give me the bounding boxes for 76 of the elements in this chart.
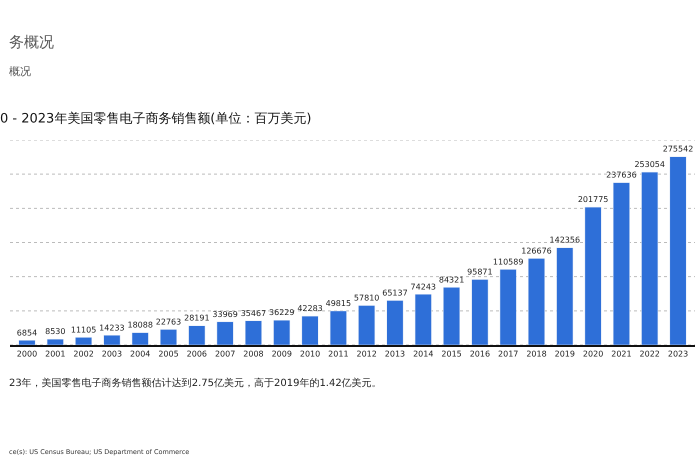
x-tick-label: 2022 — [640, 350, 660, 359]
bar — [132, 332, 149, 345]
data-label: 57810 — [354, 294, 380, 302]
x-tick-label: 2010 — [300, 350, 320, 359]
data-label: 74243 — [410, 282, 436, 292]
bar — [670, 156, 686, 345]
x-tick-label: 2005 — [158, 350, 179, 359]
x-tick-label: 2017 — [498, 350, 518, 359]
bar — [216, 322, 234, 345]
bar — [556, 247, 574, 345]
bar — [386, 300, 404, 345]
bar — [188, 325, 206, 345]
x-tick-label: 2004 — [130, 350, 150, 359]
data-label: 142356 — [550, 236, 580, 245]
data-label: 36229 — [269, 308, 294, 318]
x-tick-label: 2012 — [356, 350, 377, 359]
x-tick-label: 2001 — [45, 350, 66, 359]
data-label: 33969 — [212, 310, 238, 319]
x-tick-label: 2006 — [186, 350, 207, 359]
data-label: 28191 — [184, 314, 210, 323]
chart-title: 0 - 2023年美国零售电子商务销售额(单位：百万美元) — [0, 110, 312, 127]
bar — [443, 287, 460, 345]
bar — [414, 294, 432, 345]
x-tick-label: 2018 — [526, 350, 547, 359]
bar — [358, 305, 376, 345]
bar — [528, 258, 545, 345]
bar — [330, 310, 347, 345]
x-tick-label: 2000 — [16, 350, 38, 359]
text: 23年，美国零售电子商务销售额估计达到2.75亿美元，高于2019年的1.42亿美元。 — [9, 377, 382, 389]
data-label: 8530 — [45, 327, 66, 336]
data-label: 126676 — [521, 246, 552, 256]
bar — [500, 269, 517, 345]
x-tick-label: 2023 — [668, 350, 688, 359]
x-tick-label: 2021 — [611, 350, 632, 359]
x-tick-label: 2014 — [413, 350, 434, 359]
data-label: 6854 — [16, 328, 38, 338]
data-label: 201775 — [578, 195, 608, 204]
bar — [641, 172, 658, 345]
bar — [584, 206, 602, 345]
data-label: 42283 — [297, 304, 323, 314]
data-label: 95871 — [467, 267, 493, 276]
data-label: 35467 — [240, 308, 266, 318]
x-tick-label: 2008 — [243, 350, 264, 359]
x-tick-label: 2020 — [582, 350, 604, 359]
bar — [75, 337, 92, 345]
bar — [612, 182, 630, 345]
bar — [103, 335, 120, 345]
data-label: 110589 — [492, 257, 524, 266]
x-tick-label: 2007 — [214, 350, 236, 359]
x-tick-label: 2002 — [73, 350, 94, 359]
data-label: 14233 — [99, 323, 125, 332]
x-tick-label: 2013 — [384, 350, 406, 359]
x-tick-label: 2003 — [102, 350, 122, 359]
data-label: 22763 — [156, 317, 182, 326]
data-label: 49815 — [326, 298, 352, 308]
x-tick-label: 2019 — [554, 350, 575, 359]
data-label: 18088 — [127, 320, 153, 330]
x-tick-label: 2016 — [470, 350, 490, 359]
x-tick-label: 2011 — [328, 350, 349, 359]
bar — [18, 340, 36, 345]
data-label: 84321 — [438, 275, 464, 284]
bar — [244, 320, 262, 345]
data-label: 65137 — [382, 288, 408, 298]
data-label: 253054 — [634, 160, 665, 170]
x-tick-label: 2015 — [441, 350, 462, 359]
bar — [273, 320, 290, 345]
bar — [46, 338, 64, 345]
bar — [471, 279, 488, 345]
bar — [160, 329, 177, 345]
data-label: 11105 — [70, 325, 96, 334]
text: 务概况 — [9, 33, 54, 51]
x-tick-label: 2009 — [272, 350, 292, 359]
data-label: 275542 — [662, 144, 694, 154]
bar — [302, 316, 318, 345]
data-label: 237636 — [606, 170, 637, 180]
text: 概况 — [9, 65, 31, 78]
